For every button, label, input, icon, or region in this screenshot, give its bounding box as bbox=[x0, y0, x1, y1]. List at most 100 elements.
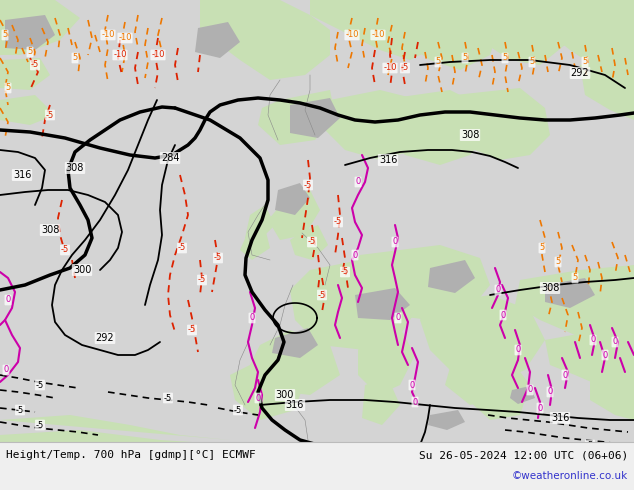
Text: Su 26-05-2024 12:00 UTC (06+06): Su 26-05-2024 12:00 UTC (06+06) bbox=[418, 450, 628, 460]
Text: 0: 0 bbox=[412, 397, 418, 407]
Polygon shape bbox=[0, 0, 80, 55]
Polygon shape bbox=[450, 88, 550, 160]
Polygon shape bbox=[268, 190, 320, 240]
Text: 284: 284 bbox=[161, 153, 179, 163]
Polygon shape bbox=[0, 415, 230, 440]
Polygon shape bbox=[428, 260, 475, 293]
Text: -5: -5 bbox=[456, 467, 464, 476]
Text: 0: 0 bbox=[353, 250, 358, 260]
Text: -5: -5 bbox=[164, 393, 172, 402]
Polygon shape bbox=[355, 288, 410, 320]
Polygon shape bbox=[275, 183, 310, 215]
Text: 316: 316 bbox=[13, 170, 31, 180]
Polygon shape bbox=[310, 0, 440, 60]
Polygon shape bbox=[428, 410, 465, 430]
Polygon shape bbox=[290, 225, 328, 260]
Text: -10: -10 bbox=[346, 30, 359, 40]
Polygon shape bbox=[468, 365, 530, 420]
Text: 0: 0 bbox=[410, 381, 415, 390]
Text: -5: -5 bbox=[188, 325, 196, 335]
Text: -5: -5 bbox=[334, 218, 342, 226]
Text: -5: -5 bbox=[304, 180, 312, 190]
Text: 5: 5 bbox=[462, 53, 468, 63]
Polygon shape bbox=[325, 90, 435, 160]
Text: -10: -10 bbox=[119, 33, 132, 43]
Polygon shape bbox=[272, 328, 318, 358]
Text: 308: 308 bbox=[41, 225, 59, 235]
Text: 292: 292 bbox=[571, 68, 590, 78]
Text: 5: 5 bbox=[5, 83, 11, 93]
Text: -5: -5 bbox=[586, 441, 594, 449]
Polygon shape bbox=[510, 386, 535, 404]
Text: -5: -5 bbox=[341, 268, 349, 276]
Text: -5: -5 bbox=[61, 245, 69, 254]
Text: 5: 5 bbox=[529, 57, 534, 67]
Text: -10: -10 bbox=[101, 30, 115, 40]
Polygon shape bbox=[375, 90, 490, 165]
Polygon shape bbox=[200, 0, 330, 80]
Text: -5: -5 bbox=[318, 291, 326, 299]
Text: -5: -5 bbox=[214, 253, 222, 263]
Polygon shape bbox=[245, 205, 275, 242]
Text: -5: -5 bbox=[16, 406, 24, 415]
Text: -5: -5 bbox=[308, 238, 316, 246]
Polygon shape bbox=[0, 95, 55, 125]
Polygon shape bbox=[195, 22, 240, 58]
Text: 300: 300 bbox=[276, 390, 294, 400]
Text: 0: 0 bbox=[562, 370, 567, 379]
Text: 0: 0 bbox=[3, 366, 9, 374]
Text: 5: 5 bbox=[540, 244, 545, 252]
Polygon shape bbox=[465, 362, 498, 398]
Text: 0: 0 bbox=[495, 286, 501, 294]
Polygon shape bbox=[0, 58, 50, 90]
Text: -10: -10 bbox=[152, 50, 165, 59]
Text: 308: 308 bbox=[541, 283, 559, 293]
Text: 5: 5 bbox=[436, 57, 441, 67]
Text: 5: 5 bbox=[555, 258, 560, 267]
Polygon shape bbox=[580, 55, 634, 120]
Polygon shape bbox=[515, 265, 634, 340]
Text: 5: 5 bbox=[27, 48, 32, 56]
Text: -5: -5 bbox=[36, 381, 44, 390]
Text: 5: 5 bbox=[583, 57, 588, 67]
Text: 0: 0 bbox=[527, 386, 533, 394]
Text: 316: 316 bbox=[378, 155, 397, 165]
Text: 0: 0 bbox=[590, 336, 595, 344]
Polygon shape bbox=[250, 330, 340, 395]
Text: 0: 0 bbox=[538, 403, 543, 413]
Text: -5: -5 bbox=[536, 445, 544, 455]
Text: 0: 0 bbox=[256, 393, 261, 402]
Polygon shape bbox=[420, 295, 545, 385]
Text: 308: 308 bbox=[461, 130, 479, 140]
Polygon shape bbox=[240, 228, 270, 260]
Text: 0: 0 bbox=[500, 311, 506, 319]
Polygon shape bbox=[348, 245, 490, 320]
Text: -10: -10 bbox=[383, 64, 397, 73]
Text: 292: 292 bbox=[96, 333, 114, 343]
Text: -5: -5 bbox=[234, 406, 242, 415]
Text: ©weatheronline.co.uk: ©weatheronline.co.uk bbox=[512, 471, 628, 481]
Text: 0: 0 bbox=[396, 314, 401, 322]
Text: 0: 0 bbox=[515, 345, 521, 354]
Polygon shape bbox=[290, 98, 340, 138]
Polygon shape bbox=[590, 360, 634, 420]
Text: -5: -5 bbox=[36, 420, 44, 430]
Text: 0: 0 bbox=[5, 295, 11, 304]
Text: -5: -5 bbox=[178, 244, 186, 252]
Text: 5: 5 bbox=[3, 30, 8, 40]
Text: 0: 0 bbox=[612, 338, 618, 346]
Polygon shape bbox=[290, 260, 420, 350]
Text: 5: 5 bbox=[502, 53, 508, 63]
Polygon shape bbox=[445, 340, 515, 405]
Polygon shape bbox=[465, 0, 575, 65]
Polygon shape bbox=[362, 378, 400, 425]
Text: -5: -5 bbox=[198, 275, 206, 285]
Polygon shape bbox=[5, 15, 55, 50]
Text: 0: 0 bbox=[602, 350, 607, 360]
Polygon shape bbox=[545, 330, 634, 395]
Text: 316: 316 bbox=[551, 413, 569, 423]
Text: 5: 5 bbox=[573, 273, 578, 283]
Text: 5: 5 bbox=[72, 53, 77, 63]
Polygon shape bbox=[375, 0, 500, 70]
Polygon shape bbox=[540, 0, 634, 80]
